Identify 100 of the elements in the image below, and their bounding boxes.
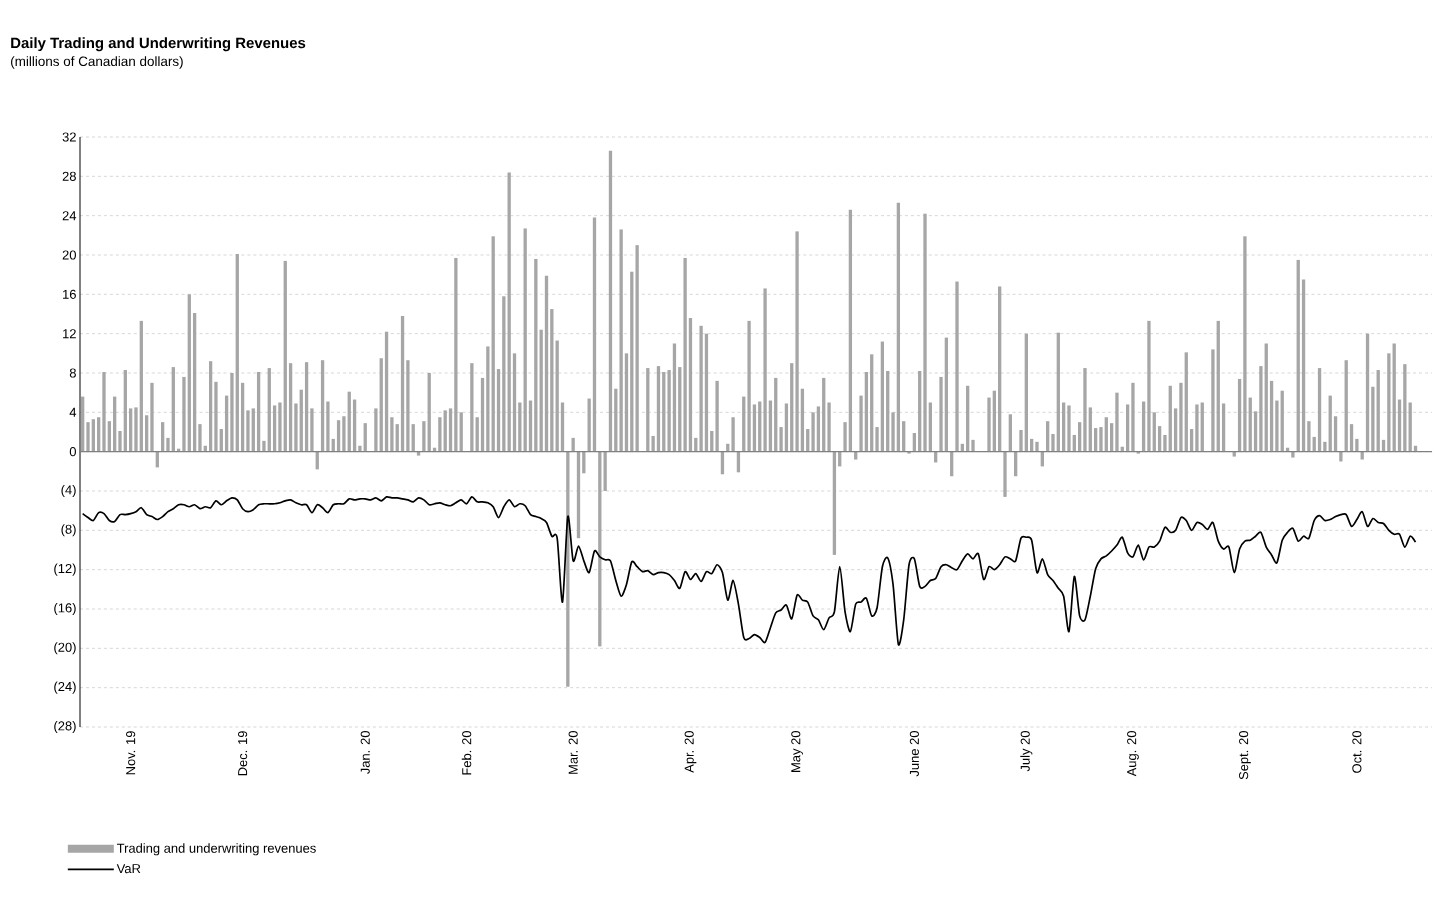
bar: [422, 421, 426, 452]
bar: [459, 412, 463, 452]
bar: [1184, 352, 1188, 452]
bar: [1403, 364, 1407, 452]
bar: [150, 382, 154, 452]
bar: [646, 368, 650, 452]
bar: [1125, 404, 1130, 452]
y-tick-label: (4): [61, 484, 76, 498]
bar: [160, 422, 165, 452]
bar: [1061, 402, 1066, 452]
x-tick-label: June 20: [909, 731, 919, 777]
bar: [1253, 411, 1258, 452]
bar: [1008, 414, 1012, 452]
bar: [992, 390, 996, 452]
bar: [843, 422, 847, 452]
bar: [187, 294, 191, 452]
bar: [1387, 353, 1391, 452]
x-tick-label: Nov. 19: [126, 731, 136, 775]
bar: [955, 281, 959, 452]
bar: [304, 362, 309, 452]
bar: [91, 419, 95, 452]
bar: [592, 217, 597, 452]
bar: [1371, 386, 1375, 452]
bar: [166, 437, 170, 452]
bar: [875, 427, 879, 452]
bar: [918, 371, 922, 452]
bar: [1067, 405, 1071, 452]
bar: [448, 408, 453, 452]
bar: [390, 417, 394, 452]
bar: [512, 353, 517, 452]
bar: [886, 371, 890, 452]
y-tick-label: 28: [62, 171, 76, 181]
bar: [507, 172, 511, 452]
bar: [555, 340, 559, 452]
bar: [656, 366, 661, 452]
bar: [326, 401, 330, 452]
y-tick-label: 20: [62, 250, 76, 260]
bar: [539, 329, 543, 452]
bar: [129, 408, 133, 452]
bar: [1019, 430, 1023, 452]
bar: [1360, 451, 1364, 460]
bar: [427, 372, 431, 452]
bar: [480, 377, 485, 452]
bar: [496, 369, 501, 452]
bar: [704, 333, 709, 452]
x-tick-label: Aug. 20: [1127, 731, 1139, 777]
bar: [987, 397, 991, 452]
bar: [731, 417, 735, 452]
chart-subtitle: (millions of Canadian dollars): [11, 56, 183, 69]
bar: [1301, 279, 1306, 452]
bar: [1056, 332, 1060, 452]
y-tick-label: 32: [62, 132, 76, 142]
bar: [998, 286, 1002, 452]
x-tick-label: Jan. 20: [360, 731, 370, 774]
bar: [1355, 438, 1359, 452]
bar: [923, 213, 927, 452]
y-tick-label: 0: [69, 447, 76, 457]
bar: [230, 372, 234, 452]
bar: [144, 415, 149, 452]
bar: [1131, 382, 1135, 452]
bar: [1264, 343, 1268, 452]
bar: [790, 363, 794, 452]
bar: [1317, 368, 1322, 452]
bar: [763, 288, 767, 452]
bar: [715, 380, 719, 452]
bar: [523, 228, 527, 452]
bar: [624, 353, 629, 452]
bar: [208, 361, 213, 452]
bar: [1307, 421, 1311, 452]
bar: [1237, 378, 1242, 452]
y-tick-label: (20): [54, 642, 76, 655]
bar: [267, 368, 271, 452]
bar: [134, 407, 138, 452]
bar: [560, 402, 565, 452]
bar: [859, 395, 863, 452]
y-tick-label: 24: [62, 211, 77, 221]
y-tick-label: (28): [54, 720, 76, 734]
bar: [534, 258, 538, 452]
bar: [699, 325, 703, 452]
bar: [342, 416, 346, 452]
bar: [688, 317, 693, 452]
bar: [550, 309, 554, 452]
bar: [235, 254, 239, 452]
bar: [118, 431, 122, 452]
bar: [438, 417, 442, 452]
bar: [102, 372, 106, 452]
bar: [379, 358, 383, 452]
bar: [251, 408, 255, 452]
bar: [1147, 320, 1151, 452]
bar: [1003, 451, 1007, 497]
bar: [619, 229, 623, 452]
bar: [443, 410, 447, 452]
bar: [1077, 422, 1082, 452]
bar: [1365, 333, 1370, 452]
bar: [256, 372, 261, 452]
bar: [240, 382, 245, 452]
bar: [774, 377, 778, 452]
bar: [1088, 407, 1092, 452]
bar: [310, 408, 314, 452]
bar: [400, 315, 405, 452]
